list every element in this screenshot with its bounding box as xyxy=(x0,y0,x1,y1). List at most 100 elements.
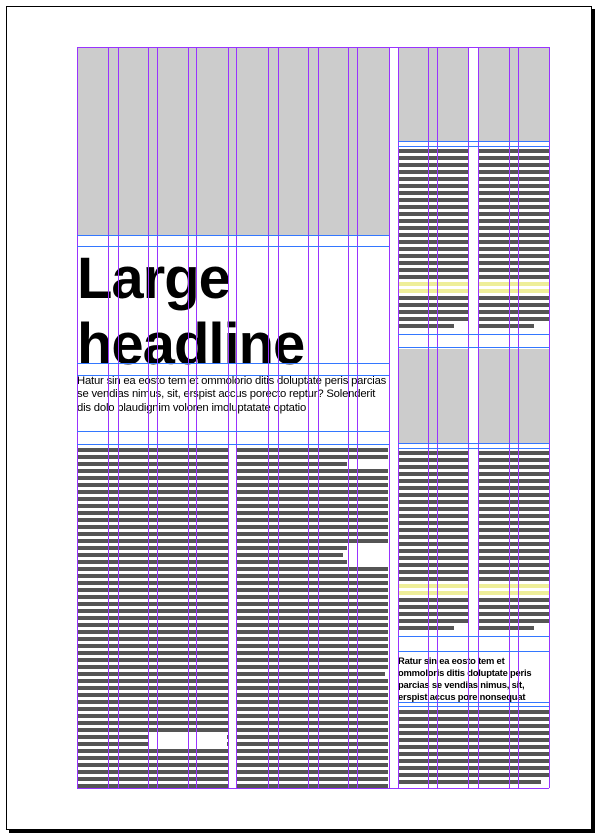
highlight-line-bar xyxy=(398,289,468,293)
image-placeholder xyxy=(398,47,468,141)
text-line-bar xyxy=(478,549,549,553)
text-line-bar xyxy=(237,623,388,627)
text-line-bar xyxy=(398,261,468,265)
text-line-bar xyxy=(237,525,388,529)
text-line-bar xyxy=(77,476,228,480)
text-line-bar xyxy=(398,759,549,763)
text-line-bar xyxy=(77,672,228,676)
text-line-bar xyxy=(237,735,388,739)
text-line-bar xyxy=(398,310,468,314)
text-line-bar xyxy=(478,556,549,560)
text-line-bar xyxy=(77,553,228,557)
text-line-bar xyxy=(237,693,388,697)
sidebar-paragraph: Ratur sin ea eosto tem et ommoloris diti… xyxy=(398,655,532,702)
text-line-bar xyxy=(478,184,549,188)
image-placeholder-main xyxy=(77,47,389,235)
text-line-bar xyxy=(77,777,228,781)
highlight-line-bar xyxy=(478,591,549,595)
text-line-bar xyxy=(398,275,468,279)
text-line-bar xyxy=(77,581,228,585)
text-gap xyxy=(347,461,388,467)
text-line-bar xyxy=(237,567,388,571)
text-line-bar xyxy=(77,504,228,508)
text-line-bar xyxy=(77,623,228,627)
text-line-bar xyxy=(478,219,549,223)
text-line-bar xyxy=(77,455,228,459)
text-line-bar xyxy=(237,749,388,753)
text-line-bar xyxy=(398,507,468,511)
text-line-bar xyxy=(478,626,534,630)
text-line-bar xyxy=(77,462,228,466)
image-placeholder xyxy=(478,349,549,443)
text-line-bar xyxy=(237,721,388,725)
text-line-bar xyxy=(237,777,388,781)
text-line-bar xyxy=(77,651,228,655)
text-line-bar xyxy=(77,756,228,760)
text-line-bar xyxy=(478,598,549,602)
text-line-bar xyxy=(398,521,468,525)
text-line-bar xyxy=(398,212,468,216)
image-placeholder xyxy=(478,47,549,141)
text-line-bar xyxy=(398,710,549,714)
text-line-bar xyxy=(398,219,468,223)
text-line-bar xyxy=(478,170,549,174)
text-line-bar xyxy=(478,619,549,623)
highlight-line-bar xyxy=(478,584,549,588)
text-line-bar xyxy=(478,472,549,476)
text-line-bar xyxy=(77,602,228,606)
image-placeholder xyxy=(398,349,468,443)
text-line-bar xyxy=(237,455,388,459)
text-line-bar xyxy=(77,770,228,774)
text-line-bar xyxy=(478,528,549,532)
text-line-bar xyxy=(398,268,468,272)
text-line-bar xyxy=(237,462,388,466)
text-line-bar xyxy=(398,254,468,258)
text-line-bar xyxy=(398,198,468,202)
text-line-bar xyxy=(237,497,388,501)
text-line-bar xyxy=(398,766,549,770)
text-line-bar xyxy=(77,483,228,487)
text-line-bar xyxy=(237,588,388,592)
text-line-bar xyxy=(478,605,549,609)
text-line-bar xyxy=(398,156,468,160)
text-line-bar xyxy=(77,749,228,753)
text-line-bar xyxy=(478,275,549,279)
highlight-line-bar xyxy=(398,584,468,588)
text-line-bar xyxy=(77,616,228,620)
text-line-bar xyxy=(237,490,388,494)
text-line-bar xyxy=(478,268,549,272)
text-line-bar xyxy=(398,598,468,602)
text-line-bar xyxy=(237,756,388,760)
text-line-bar xyxy=(478,451,549,455)
text-line-bar xyxy=(478,324,534,328)
text-line-bar xyxy=(237,630,388,634)
text-line-bar xyxy=(77,644,228,648)
text-line-bar xyxy=(237,651,388,655)
text-line-bar xyxy=(398,205,468,209)
text-line-bar xyxy=(398,240,468,244)
text-line-bar xyxy=(77,686,228,690)
text-line-bar xyxy=(77,539,228,543)
text-line-bar xyxy=(478,177,549,181)
text-line-bar xyxy=(478,149,549,153)
text-line-bar xyxy=(398,528,468,532)
text-line-bar xyxy=(478,500,549,504)
large-headline: Large headline xyxy=(77,246,397,378)
text-line-bar xyxy=(398,745,549,749)
text-gap xyxy=(347,545,388,551)
highlight-line-bar xyxy=(398,591,468,595)
text-line-bar xyxy=(478,191,549,195)
text-line-bar xyxy=(398,303,468,307)
text-line-bar xyxy=(77,497,228,501)
text-line-bar xyxy=(478,247,549,251)
text-line-bar xyxy=(237,595,388,599)
text-line-bar xyxy=(398,724,549,728)
text-line-bar xyxy=(77,448,228,452)
text-line-bar xyxy=(237,553,343,557)
text-line-bar xyxy=(398,458,468,462)
text-line-bar xyxy=(398,472,468,476)
text-line-bar xyxy=(77,532,228,536)
text-line-bar xyxy=(398,626,454,630)
text-line-bar xyxy=(478,205,549,209)
